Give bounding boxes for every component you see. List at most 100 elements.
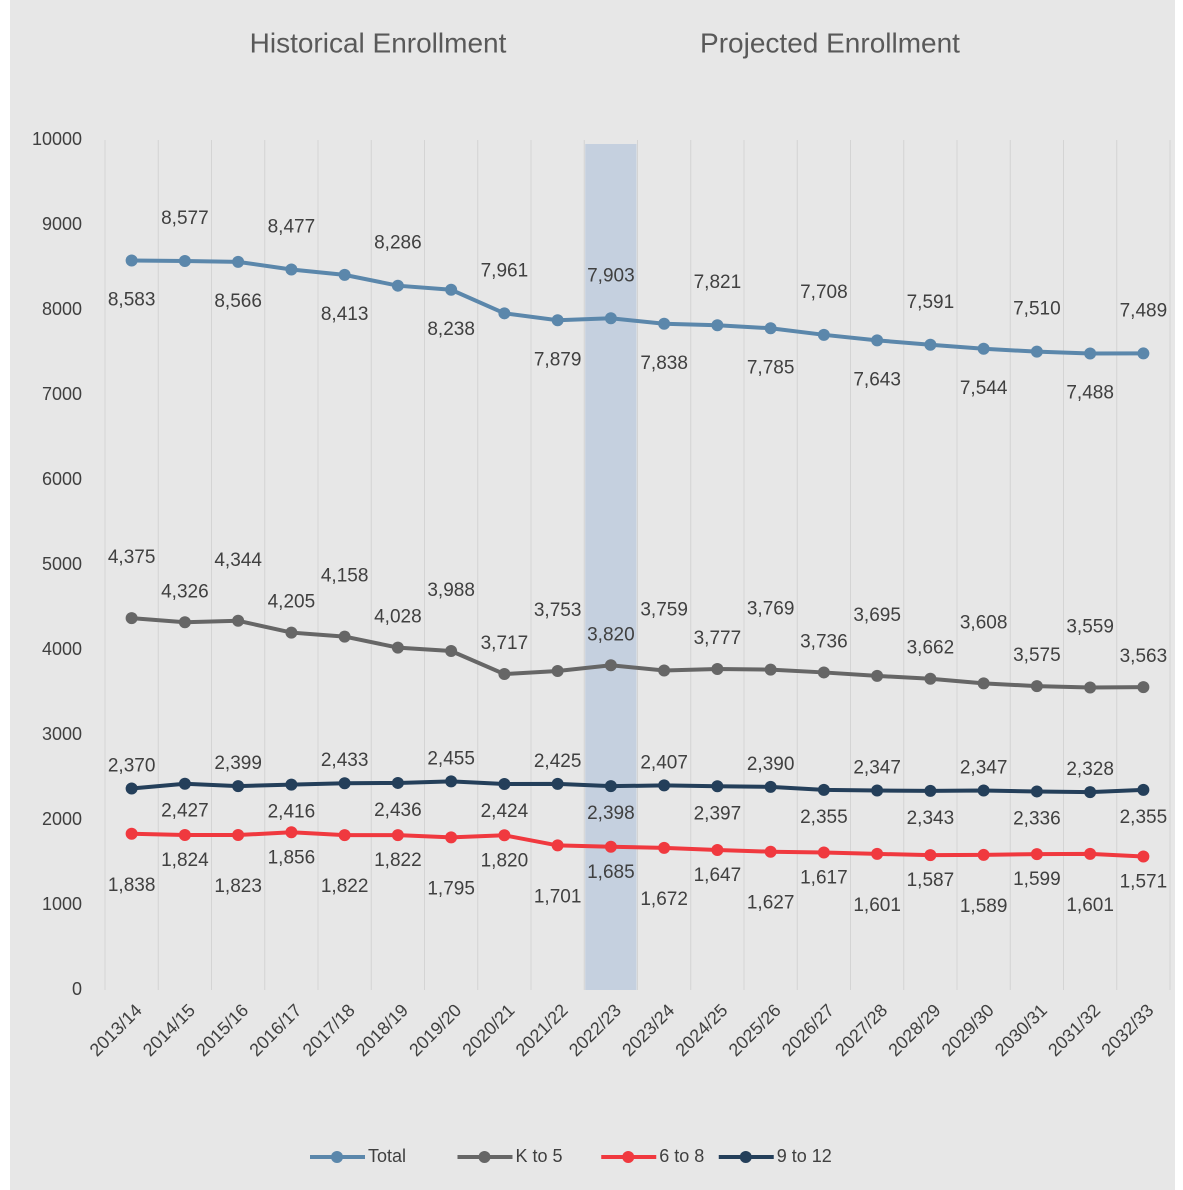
data-point (498, 777, 511, 790)
data-point (977, 784, 990, 797)
data-label: 7,591 (907, 292, 955, 313)
data-point (977, 677, 990, 690)
data-point (658, 664, 671, 677)
data-point (338, 777, 351, 790)
data-label: 2,355 (800, 807, 848, 828)
data-point (871, 334, 884, 347)
data-label: 3,777 (694, 628, 742, 649)
data-point (445, 775, 458, 788)
data-label: 1,672 (640, 889, 688, 910)
series-line (131, 616, 1144, 690)
data-point (764, 322, 777, 335)
data-label: 7,708 (800, 282, 848, 303)
data-point (871, 669, 884, 682)
data-label: 2,355 (1120, 807, 1168, 828)
data-point (1030, 345, 1043, 358)
data-point (125, 612, 138, 625)
data-label: 7,643 (853, 369, 901, 390)
data-label: 1,820 (481, 850, 529, 871)
data-point (817, 328, 830, 341)
legend-label: 6 to 8 (659, 1146, 704, 1166)
data-label: 1,647 (694, 865, 742, 886)
data-point (817, 783, 830, 796)
data-point (764, 663, 777, 676)
data-point (604, 312, 617, 325)
data-label: 4,326 (161, 581, 209, 602)
data-label: 1,627 (747, 893, 795, 914)
data-label: 2,398 (587, 803, 635, 824)
series-line (131, 830, 1144, 859)
data-point (178, 777, 191, 790)
data-point (764, 780, 777, 793)
data-point (1084, 347, 1097, 360)
y-tick-label: 1000 (42, 894, 82, 914)
data-label: 1,599 (1013, 869, 1061, 890)
data-label: 2,370 (108, 756, 156, 777)
legend-label: Total (368, 1146, 406, 1166)
data-label: 2,407 (640, 752, 688, 773)
data-label: 7,961 (481, 260, 529, 281)
data-label: 2,336 (1013, 808, 1061, 829)
data-label: 3,608 (960, 612, 1008, 633)
data-label: 7,785 (747, 357, 795, 378)
data-label: 1,601 (1066, 895, 1114, 916)
data-point (285, 626, 298, 639)
data-point (285, 778, 298, 791)
data-point (125, 827, 138, 840)
y-tick-label: 4000 (42, 639, 82, 659)
data-point (551, 664, 564, 677)
data-label: 8,583 (108, 289, 156, 310)
data-point (977, 342, 990, 355)
data-label: 7,488 (1066, 383, 1114, 404)
data-label: 1,685 (587, 862, 635, 883)
data-label: 3,559 (1066, 617, 1114, 638)
data-label: 3,717 (481, 633, 529, 654)
data-label: 2,424 (481, 801, 529, 822)
data-point (1030, 680, 1043, 693)
data-label: 3,575 (1013, 645, 1061, 666)
data-label: 3,759 (640, 600, 688, 621)
data-label: 2,399 (214, 753, 262, 774)
data-point (1137, 783, 1150, 796)
data-point (924, 849, 937, 862)
data-label: 2,397 (694, 803, 742, 824)
data-label: 2,433 (321, 750, 369, 771)
data-label: 7,903 (587, 265, 635, 286)
y-tick-label: 5000 (42, 554, 82, 574)
data-point (817, 846, 830, 859)
data-point (1137, 850, 1150, 863)
y-tick-label: 6000 (42, 469, 82, 489)
data-point (338, 268, 351, 281)
data-label: 1,571 (1120, 871, 1168, 892)
data-label: 1,617 (800, 868, 848, 889)
data-point (1137, 681, 1150, 694)
data-point (711, 780, 724, 793)
data-point (604, 659, 617, 672)
legend-marker (331, 1151, 343, 1163)
data-label: 3,769 (747, 599, 795, 620)
legend-label: 9 to 12 (777, 1146, 832, 1166)
data-label: 1,824 (161, 850, 209, 871)
legend-marker (739, 1151, 752, 1163)
series-line (131, 258, 1144, 356)
data-point (551, 314, 564, 327)
data-point (391, 829, 404, 842)
data-point (498, 829, 511, 842)
data-point (924, 338, 937, 351)
data-label: 2,390 (747, 754, 795, 775)
data-point (924, 784, 937, 797)
data-label: 2,416 (268, 802, 316, 823)
data-label: 1,856 (268, 847, 316, 868)
data-point (391, 641, 404, 654)
data-label: 7,838 (640, 353, 688, 374)
data-label: 3,753 (534, 600, 582, 621)
data-label: 8,577 (161, 208, 209, 229)
data-label: 8,238 (427, 319, 475, 340)
data-point (871, 784, 884, 797)
data-label: 8,286 (374, 233, 422, 254)
y-tick-label: 10000 (32, 129, 82, 149)
data-label: 1,822 (321, 876, 369, 897)
data-point (1084, 786, 1097, 799)
data-label: 4,028 (374, 607, 422, 628)
data-point (178, 828, 191, 841)
